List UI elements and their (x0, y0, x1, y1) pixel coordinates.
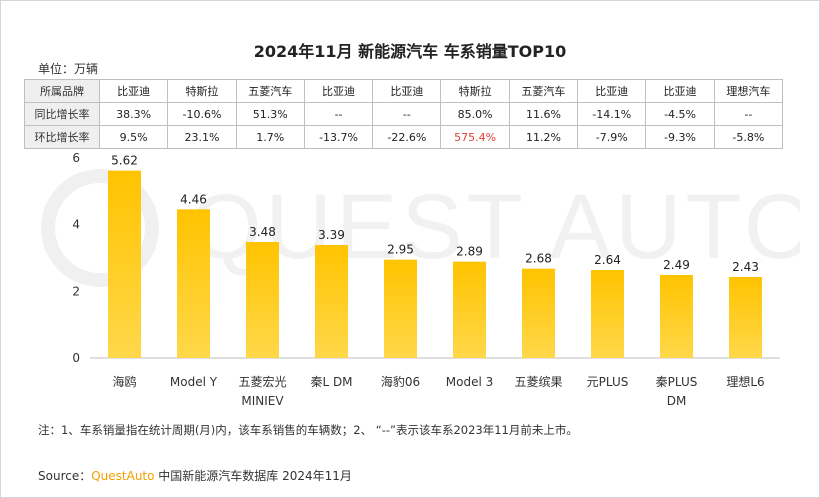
table-cell: 理想汽车 (713, 79, 784, 103)
bar (729, 277, 762, 358)
bar (108, 170, 141, 358)
source-prefix: Source： (38, 469, 92, 483)
table-cell: -13.7% (303, 125, 374, 149)
table-cell: 11.2% (508, 125, 579, 149)
unit-label: 单位：万辆 (38, 62, 99, 76)
bar-value-label: 2.49 (663, 258, 690, 272)
table-row: 所属品牌 比亚迪 特斯拉 五菱汽车 比亚迪 比亚迪 特斯拉 五菱汽车 比亚迪 比亚迪 理想汽车 (24, 79, 784, 103)
bar (453, 261, 486, 358)
y-tick-label: 4 (72, 218, 80, 232)
table-cell: -22.6% (372, 125, 442, 149)
x-tick-label: 海鸥 (112, 374, 136, 389)
y-tick-label: 0 (72, 351, 80, 365)
x-tick-label: 五菱缤果 (514, 374, 562, 389)
source-brand: QuestAuto (91, 469, 155, 483)
bar-value-label: 3.48 (249, 225, 276, 239)
bar (660, 275, 693, 358)
bar (384, 259, 417, 358)
bar (315, 245, 348, 358)
table-cell: 比亚迪 (303, 79, 374, 103)
table-cell: 38.3% (98, 102, 169, 126)
table-cell: 9.5% (98, 125, 169, 149)
y-tick-label: 6 (72, 151, 80, 165)
table-cell: 51.3% (235, 102, 305, 126)
bar (177, 209, 210, 358)
bar-value-label: 2.89 (456, 245, 483, 259)
table-cell: 比亚迪 (577, 79, 647, 103)
x-tick-label: 元PLUS (587, 375, 629, 389)
table-cell: 比亚迪 (98, 79, 169, 103)
x-tick-label: Model 3 (446, 375, 493, 389)
table-cell: -10.6% (167, 102, 237, 126)
source-text: 中国新能源汽车数据库 2024年11月 (154, 469, 352, 483)
table-cell: 五菱汽车 (235, 79, 305, 103)
table-cell: -7.9% (577, 125, 647, 149)
table-cell: -14.1% (577, 102, 647, 126)
table-cell: 11.6% (508, 102, 579, 126)
table-cell: 1.7% (235, 125, 305, 149)
x-tick-label: 海豹06 (381, 374, 420, 389)
x-tick-label: Model Y (170, 375, 218, 389)
table-cell: 23.1% (167, 125, 237, 149)
footnote: 注：1、车系销量指在统计周期(月)内，该车系销售的车辆数；2、 “--”表示该车… (38, 423, 578, 437)
x-tick-label: 秦PLUS DM (656, 375, 698, 408)
bar (246, 242, 279, 358)
table-cell: 比亚迪 (372, 79, 442, 103)
x-tick-label: 五菱宏光 MINIEV (238, 374, 286, 408)
table-cell: 特斯拉 (440, 79, 510, 103)
table-cell: -4.5% (645, 102, 715, 126)
bar-chart: 0 2 4 6 5.62 4.46 3.48 3.39 2.95 2.89 2.68 2.64 2.4… (72, 151, 780, 408)
bar (522, 268, 555, 358)
bar-value-label: 2.43 (732, 260, 759, 274)
x-tick-label: 理想L6 (726, 374, 764, 389)
table-cell: -- (713, 102, 784, 126)
table-row-header: 环比增长率 (24, 125, 100, 149)
table-cell: 五菱汽车 (508, 79, 579, 103)
table-cell: -5.8% (713, 125, 784, 149)
table-row: 同比增长率 38.3% -10.6% 51.3% -- -- 85.0% 11.6% -14.1… (24, 102, 784, 126)
bar-value-label: 2.68 (525, 252, 552, 266)
chart-title: 2024年11月 新能源汽车 车系销量TOP10 (253, 42, 567, 61)
bar-value-label: 5.62 (111, 154, 138, 168)
x-tick-label: 秦L DM (310, 375, 352, 389)
source-line: Source：QuestAuto 中国新能源汽车数据库 2024年11月 (38, 467, 352, 484)
bar-value-label: 3.39 (318, 228, 345, 242)
bar (591, 270, 624, 358)
table-cell: -- (303, 102, 374, 126)
bar-value-label: 2.64 (594, 253, 621, 267)
bar-value-label: 2.95 (387, 243, 414, 257)
brand-growth-table: 所属品牌 比亚迪 特斯拉 五菱汽车 比亚迪 比亚迪 特斯拉 五菱汽车 比亚迪 比亚迪 理想汽车 同比增… (24, 79, 784, 149)
table-cell: -9.3% (645, 125, 715, 149)
bar-value-label: 4.46 (180, 192, 207, 206)
table-row-header: 所属品牌 (24, 79, 100, 103)
y-tick-label: 2 (72, 284, 80, 298)
table-row: 环比增长率 9.5% 23.1% 1.7% -13.7% -22.6% 575.4% 11.2… (24, 125, 784, 149)
table-cell: 特斯拉 (167, 79, 237, 103)
